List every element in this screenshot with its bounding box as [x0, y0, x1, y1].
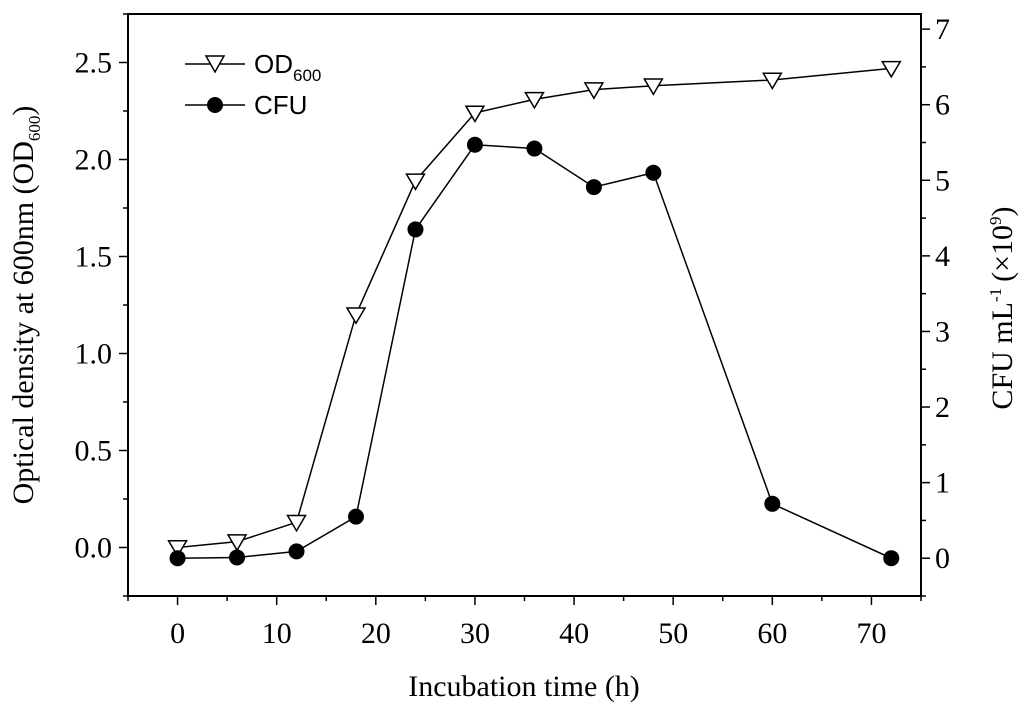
cfu-point: [288, 543, 305, 560]
od600-point: [762, 72, 783, 90]
od600-point: [345, 307, 367, 325]
od600-point: [286, 514, 307, 533]
x-tick-label: 30: [460, 617, 490, 650]
cfu-point: [407, 221, 424, 238]
x-tick-label: 60: [757, 617, 787, 650]
left-y-tick-label: 0.0: [75, 532, 113, 565]
left-y-tick-label: 0.5: [75, 435, 113, 468]
od600-point: [226, 534, 248, 552]
legend-cfu-marker: [207, 97, 223, 113]
od600-point: [643, 78, 664, 96]
cfu-series: [169, 136, 900, 567]
right-y-tick-label: 1: [935, 467, 950, 500]
right-y-tick-label: 3: [935, 315, 950, 348]
left-y-tick-label: 2.0: [75, 144, 113, 177]
cfu-point: [764, 495, 781, 512]
right-y-tick-label: 4: [935, 240, 950, 273]
x-axis-ticks: 0 10 20 30 40 50 60 70: [127, 596, 922, 650]
legend-od-label: OD600: [254, 49, 321, 85]
x-tick-label: 10: [262, 617, 292, 650]
x-tick-label: 70: [856, 617, 886, 650]
cfu-point: [169, 550, 186, 567]
right-y-axis-title: CFU mL-1(×109): [986, 206, 1019, 409]
cfu-point: [229, 549, 246, 566]
left-y-tick-label: 1.5: [75, 241, 113, 274]
od600-point: [167, 540, 188, 558]
left-y-tick-label: 2.5: [75, 47, 113, 80]
od600-series: [167, 60, 902, 558]
cfu-point: [585, 179, 602, 196]
right-y-axis-ticks: 0 1 2 3 4 5 6 7: [921, 13, 950, 597]
cfu-point: [645, 164, 662, 181]
left-y-tick-label: 1.0: [75, 338, 113, 371]
cfu-point: [526, 140, 543, 157]
right-y-tick-label: 6: [935, 89, 950, 122]
od600-point: [880, 60, 902, 79]
right-y-tick-label: 0: [935, 542, 950, 575]
od600-point: [405, 173, 426, 191]
x-tick-label: 0: [170, 617, 185, 650]
cfu-point: [347, 508, 364, 525]
left-y-axis-ticks: 0.0 0.5 1.0 1.5 2.0 2.5: [75, 13, 128, 597]
cfu-line: [177, 143, 892, 559]
od600-point: [583, 82, 605, 100]
od600-point: [464, 105, 486, 123]
right-y-tick-label: 7: [935, 13, 950, 46]
right-y-tick-label: 5: [935, 164, 950, 197]
legend-od-marker: [204, 55, 226, 74]
legend: OD600 CFU: [185, 49, 321, 120]
left-y-axis-title: Optical density at 600nm (OD600): [7, 106, 44, 505]
x-tick-label: 20: [361, 617, 391, 650]
x-axis-title: Incubation time (h): [408, 670, 640, 703]
x-tick-label: 50: [658, 617, 688, 650]
cfu-point: [466, 136, 483, 153]
cfu-point: [883, 550, 900, 567]
x-tick-label: 40: [559, 617, 589, 650]
legend-cfu-label: CFU: [254, 90, 307, 120]
od600-line: [177, 67, 892, 549]
od600-point: [524, 91, 545, 110]
right-y-tick-label: 2: [935, 391, 950, 424]
